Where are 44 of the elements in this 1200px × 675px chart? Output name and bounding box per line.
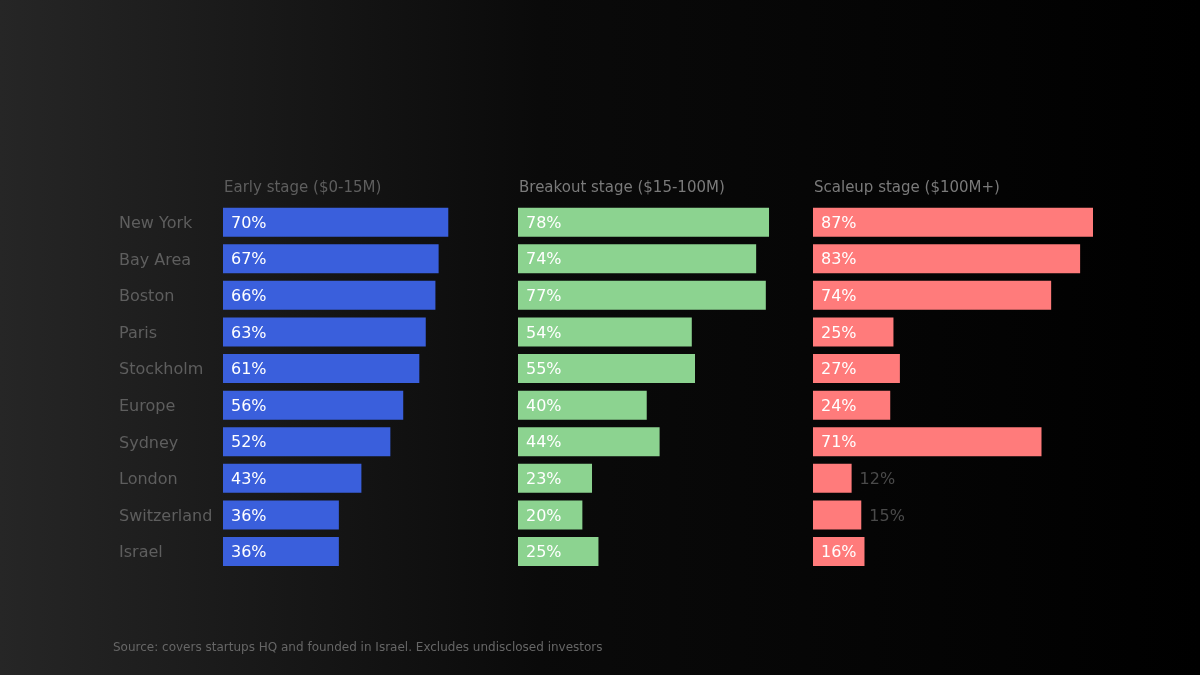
y-tick-label: Stockholm: [119, 359, 204, 379]
data-label: 55%: [526, 359, 562, 379]
data-label: 44%: [526, 432, 562, 452]
y-tick-label: Israel: [119, 542, 163, 562]
data-label: 15%: [869, 505, 905, 525]
data-label: 40%: [526, 395, 562, 415]
y-tick-label: Boston: [119, 286, 175, 306]
data-label: 24%: [821, 395, 857, 415]
data-label: 54%: [526, 322, 562, 342]
data-label: 20%: [526, 505, 562, 525]
y-tick-label: Switzerland: [119, 505, 213, 525]
data-label: 77%: [526, 285, 562, 305]
y-tick-label: Europe: [119, 395, 176, 415]
data-label: 16%: [821, 542, 857, 562]
data-label: 66%: [231, 285, 267, 305]
data-label: 27%: [821, 359, 857, 379]
data-label: 56%: [231, 395, 267, 415]
data-label: 74%: [526, 249, 562, 269]
data-label: 12%: [859, 468, 896, 488]
chart-title: Early stage ($0-15M): [224, 178, 382, 196]
data-label: 25%: [526, 542, 562, 562]
data-label: 87%: [821, 212, 857, 232]
data-label: 25%: [821, 322, 857, 342]
y-tick-label: Paris: [119, 322, 158, 342]
y-tick-label: New York: [119, 212, 193, 232]
chart-title: Scaleup stage ($100M+): [814, 178, 1001, 198]
data-label: 74%: [821, 285, 857, 305]
y-tick-label: Sydney: [119, 432, 179, 452]
data-label: 52%: [231, 432, 267, 452]
data-label: 36%: [231, 542, 267, 562]
data-label: 70%: [231, 212, 267, 232]
y-tick-label: London: [119, 469, 178, 489]
data-label: 23%: [526, 468, 562, 488]
source-note: Source: covers startups HQ and founded in Israel. Excludes undisclosed investors: [113, 640, 603, 654]
data-label: 83%: [821, 249, 857, 269]
y-tick-label: Bay Area: [119, 249, 192, 269]
data-label: 63%: [231, 322, 267, 342]
data-label: 61%: [231, 359, 267, 379]
data-label: 36%: [231, 505, 267, 525]
data-label: 71%: [821, 432, 857, 452]
data-label: 78%: [526, 212, 562, 232]
data-label: 67%: [231, 249, 267, 269]
data-label: 43%: [231, 468, 267, 488]
chart-title: Breakout stage ($15-100M): [519, 178, 725, 196]
